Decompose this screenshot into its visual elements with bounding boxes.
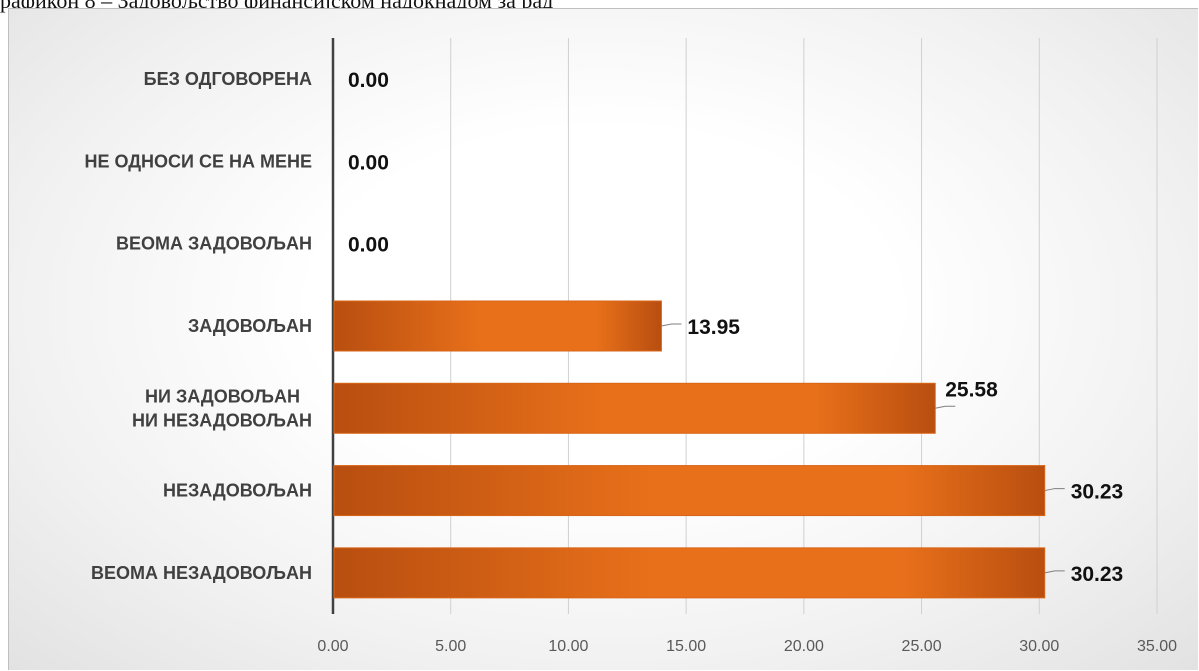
category-label: БЕЗ ОДГОВОРЕНА	[144, 69, 312, 89]
leader-line	[661, 323, 682, 327]
x-tick-label: 30.00	[1019, 638, 1059, 655]
x-tick-label: 20.00	[784, 638, 824, 655]
data-label: 0.00	[348, 69, 389, 92]
bar	[333, 382, 936, 434]
x-tick-label: 5.00	[435, 638, 466, 655]
category-label: НИ ЗАДОВОЉАН НИ НЕЗАДОВОЉАН	[132, 386, 312, 430]
x-tick-label: 15.00	[666, 638, 706, 655]
category-label: НЕЗАДОВОЉАН	[163, 481, 312, 501]
x-tick-label: 25.00	[902, 638, 942, 655]
leader-line	[935, 405, 956, 409]
category-label: ЗАДОВОЉАН	[188, 316, 312, 336]
x-tick-label: 10.00	[548, 638, 588, 655]
x-tick-label: 35.00	[1137, 638, 1177, 655]
bar	[333, 300, 662, 352]
data-label: 25.58	[945, 378, 998, 401]
data-label: 30.23	[1071, 563, 1124, 586]
bar	[333, 547, 1046, 599]
data-label: 0.00	[348, 234, 389, 257]
bar	[333, 465, 1046, 517]
data-label: 30.23	[1071, 481, 1124, 504]
x-tick-label: 0.00	[317, 638, 348, 655]
data-label: 13.95	[687, 316, 740, 339]
data-label: 0.00	[348, 151, 389, 174]
category-label: НЕ ОДНОСИ СЕ НА МЕНЕ	[84, 151, 312, 171]
category-label: ВЕОМА ЗАДОВОЉАН	[116, 234, 312, 254]
leader-line	[1044, 488, 1065, 492]
leader-line	[1044, 570, 1065, 574]
category-label: ВЕОМА НЕЗАДОВОЉАН	[91, 563, 312, 583]
